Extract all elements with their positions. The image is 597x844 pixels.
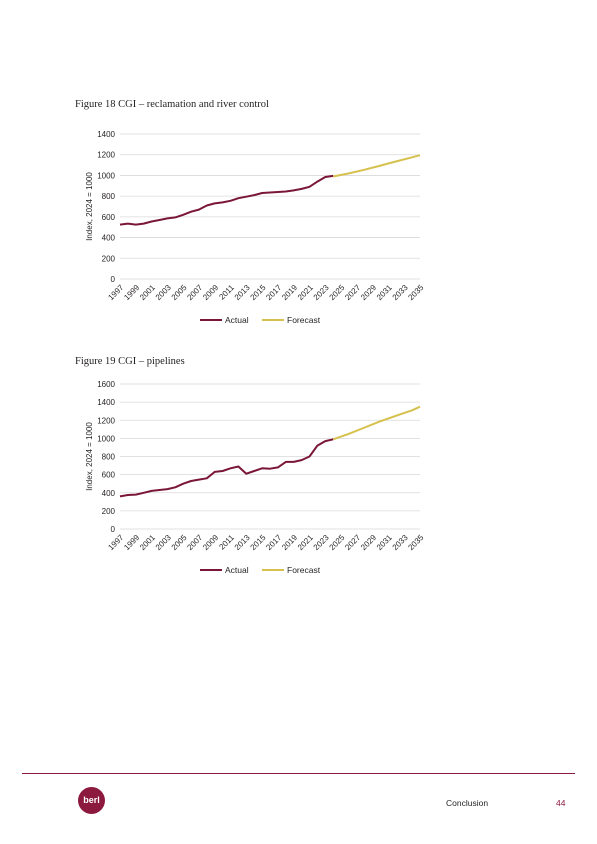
figure-19-chart: 0 200 400 600 800 1000 1200 1400 1600 Index, 2024… (85, 380, 426, 575)
fig1-x-tick-label: 2033 (391, 533, 410, 552)
fig1-x-tick-label: 2019 (280, 533, 299, 552)
fig1-x-tick-label: 2009 (201, 533, 220, 552)
fig1-series-forecast (332, 405, 421, 441)
fig0-y-tick-label: 200 (102, 254, 116, 263)
fig0-y-tick-label: 1000 (97, 171, 115, 180)
fig0-x-tick-label: 2027 (343, 283, 362, 302)
fig1-y-tick-label: 800 (102, 453, 116, 462)
fig0-x-tick-label: 1997 (106, 283, 125, 302)
fig1-x-tick-label: 1997 (106, 533, 125, 552)
fig1-x-tick-label: 1999 (122, 533, 141, 552)
fig1-y-axis-label: Index, 2024 = 1000 (85, 422, 94, 491)
fig0-x-tick-label: 2009 (201, 283, 220, 302)
fig1-x-tick-label: 2011 (217, 533, 236, 552)
fig1-x-tick-label: 2021 (296, 533, 315, 552)
fig1-y-tick-label: 600 (102, 471, 116, 480)
fig1-x-tick-label: 2031 (375, 533, 394, 552)
fig0-x-tick-label: 2017 (264, 283, 283, 302)
fig1-x-tick-label: 2029 (359, 533, 378, 552)
fig0-x-tick-label: 2025 (328, 283, 347, 302)
fig1-x-tick-label: 2003 (154, 533, 173, 552)
fig1-x-tick-label: 2017 (264, 533, 283, 552)
figure-19-title: Figure 19 CGI – pipelines (75, 356, 185, 367)
figure-18-chart: 0 200 400 600 800 1000 1200 1400 Index, 2024 = 1… (85, 130, 426, 325)
fig0-x-tick-label: 2005 (170, 283, 189, 302)
fig1-y-tick-label: 1400 (97, 398, 115, 407)
fig0-y-tick-label: 600 (102, 213, 116, 222)
fig0-x-tick-label: 2019 (280, 283, 299, 302)
fig0-x-tick-label: 2015 (249, 283, 268, 302)
fig1-x-tick-label: 2007 (185, 533, 204, 552)
fig0-x-tick-label: 2001 (138, 283, 157, 302)
fig1-y-tick-label: 1000 (97, 434, 115, 443)
fig1-y-tick-label: 200 (102, 507, 116, 516)
fig0-y-axis-label: Index, 2024 = 1000 (85, 172, 94, 241)
fig1-x-tick-label: 2013 (233, 533, 252, 552)
fig0-y-tick-label: 400 (102, 234, 116, 243)
fig1-y-tick-label: 1600 (97, 380, 115, 389)
fig0-y-tick-label: 1400 (97, 130, 115, 139)
figure-18-title: Figure 18 CGI – reclamation and river co… (75, 99, 269, 110)
fig0-series-actual (119, 174, 334, 226)
fig1-x-tick-label: 2023 (312, 533, 331, 552)
fig1-legend-label-forecast: Forecast (287, 565, 321, 575)
fig0-x-tick-label: 2035 (406, 283, 425, 302)
fig1-x-tick-label: 2015 (249, 533, 268, 552)
fig0-y-tick-label: 1200 (97, 151, 115, 160)
fig0-x-tick-label: 2007 (185, 283, 204, 302)
fig0-x-tick-label: 2021 (296, 283, 315, 302)
fig0-legend-label-forecast: Forecast (287, 315, 321, 325)
fig0-y-tick-label: 800 (102, 192, 116, 201)
fig0-x-tick-label: 2029 (359, 283, 378, 302)
fig0-x-tick-label: 2031 (375, 283, 394, 302)
fig0-x-tick-label: 2023 (312, 283, 331, 302)
fig1-y-tick-label: 0 (111, 525, 116, 534)
footer-divider (22, 773, 575, 774)
fig0-x-tick-label: 2003 (154, 283, 173, 302)
fig0-series-forecast (333, 154, 421, 178)
footer-section-label: Conclusion (446, 798, 489, 808)
fig1-y-tick-label: 400 (102, 489, 116, 498)
berl-logo: berl (78, 787, 105, 814)
fig0-x-tick-label: 1999 (122, 283, 141, 302)
fig1-x-tick-label: 2025 (328, 533, 347, 552)
fig1-x-tick-label: 2005 (170, 533, 189, 552)
fig0-x-tick-label: 2013 (233, 283, 252, 302)
fig0-x-tick-label: 2011 (217, 283, 236, 302)
fig0-legend-label-actual: Actual (225, 315, 249, 325)
fig1-x-tick-label: 2035 (406, 533, 425, 552)
fig1-y-tick-label: 1200 (97, 416, 115, 425)
fig1-legend-label-actual: Actual (225, 565, 249, 575)
fig1-series-actual (119, 438, 334, 498)
fig0-x-tick-label: 2033 (391, 283, 410, 302)
fig1-x-tick-label: 2027 (343, 533, 362, 552)
fig1-x-tick-label: 2001 (138, 533, 157, 552)
footer-page-number: 44 (556, 798, 566, 808)
fig0-y-tick-label: 0 (111, 275, 116, 284)
